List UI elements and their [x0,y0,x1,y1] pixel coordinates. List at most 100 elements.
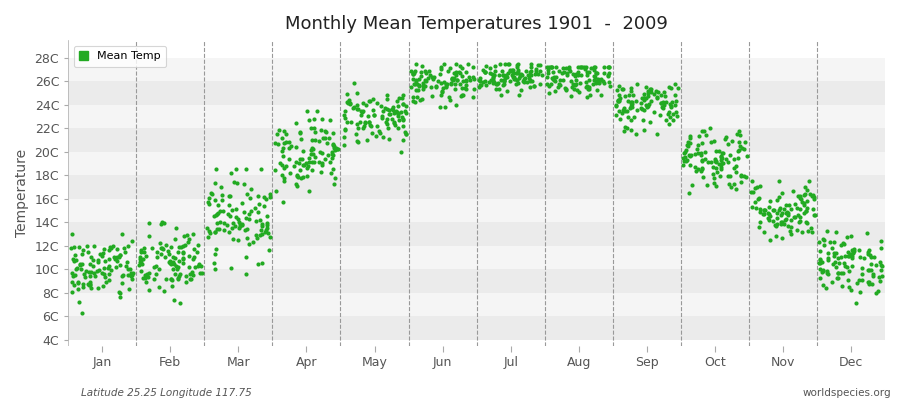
Point [559,64,573,71]
Point [180,238,194,245]
Point [780,209,795,216]
Point [98,274,112,280]
Point [601,73,616,79]
Point [842,249,856,255]
Point [168,271,183,277]
Point [177,242,192,248]
Point [350,106,365,112]
Point [101,264,115,271]
Point [781,202,796,208]
Point [326,152,340,158]
Point [396,136,410,143]
Point [602,79,616,86]
Point [412,97,427,103]
Point [466,74,481,80]
Point [71,280,86,287]
Point [102,255,116,262]
Point [327,143,341,149]
Point [70,286,85,292]
Point [172,273,186,279]
Point [416,83,430,89]
Point [289,120,303,127]
Point [344,118,358,125]
Point [709,158,724,164]
Point [163,258,177,264]
Point [855,270,869,277]
Point [823,238,837,245]
Point [394,95,409,101]
Point [214,197,229,204]
Point [611,97,625,103]
Point [108,255,122,261]
Point [845,255,859,261]
Point [466,86,481,92]
Point [409,60,423,67]
Point [399,131,413,138]
Point [860,230,874,236]
Point [356,100,370,106]
Point [727,180,742,187]
Point [796,229,810,236]
Point [184,276,198,282]
Point [140,279,154,286]
Point [268,166,283,173]
Point [663,114,678,120]
Point [864,254,878,260]
Point [170,264,184,270]
Point [486,75,500,82]
Point [523,84,537,90]
Point [184,269,199,275]
Point [863,261,878,268]
Point [498,75,512,81]
Point [282,139,296,145]
Point [729,162,743,169]
Point [826,260,841,267]
Point [861,279,876,286]
Point [857,255,871,261]
Point [209,245,223,252]
Point [242,216,256,222]
Point [526,78,540,84]
Point [71,279,86,285]
Point [138,275,152,281]
Point [309,137,323,143]
Point [485,80,500,86]
Point [164,276,178,282]
Point [729,185,743,192]
Point [165,283,179,289]
Point [658,93,672,100]
Point [572,80,587,86]
Point [571,72,585,78]
Point [683,140,698,146]
Point [590,76,605,82]
Point [223,265,238,272]
Point [65,270,79,277]
Point [707,180,722,187]
Point [597,64,611,70]
Point [161,258,176,265]
Point [88,272,103,279]
Point [680,139,695,145]
Point [472,76,486,83]
Point [303,125,318,131]
Point [772,178,787,184]
Point [408,99,422,105]
Point [83,260,97,267]
Point [489,80,503,87]
Point [478,69,492,76]
Point [580,85,595,92]
Point [277,140,292,146]
Point [161,251,176,257]
Point [744,178,759,184]
Point [479,82,493,88]
Point [788,214,802,220]
Point [346,104,360,111]
Point [381,125,395,132]
Point [565,84,580,90]
Point [518,79,532,86]
Point [94,270,109,276]
Point [446,76,460,82]
Point [685,182,699,188]
Point [354,112,368,118]
Point [464,77,478,83]
